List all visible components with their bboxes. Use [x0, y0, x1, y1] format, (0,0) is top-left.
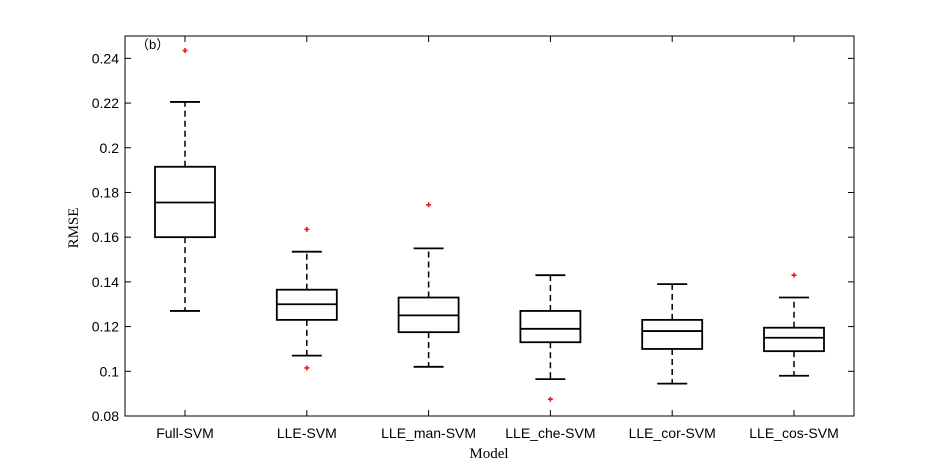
- y-axis-label: RMSE: [66, 208, 82, 249]
- y-tick-label: 0.16: [92, 229, 119, 245]
- plot-frame: [124, 35, 855, 417]
- x-axis-label: Model: [469, 446, 508, 462]
- y-tick-label: 0.24: [92, 50, 119, 66]
- x-tick-label: LLE_cor-SVM: [629, 425, 716, 441]
- boxes-layer: [154, 48, 825, 402]
- iqr-box: [519, 310, 582, 344]
- box-group-lle-man-svm: [397, 202, 460, 368]
- box-group-lle-cor-svm: [641, 283, 704, 385]
- y-tick-label: 0.1: [100, 363, 120, 379]
- x-tick-label: LLE_che-SVM: [505, 425, 595, 441]
- iqr-box: [763, 326, 825, 353]
- x-tick-label: LLE_cos-SVM: [749, 425, 838, 441]
- y-tick-label: 0.22: [92, 95, 119, 111]
- y-tick-label: 0.14: [92, 274, 119, 290]
- outlier-point: [547, 396, 553, 402]
- y-tick-label: 0.08: [92, 408, 119, 424]
- plot-border: [124, 35, 855, 417]
- panel-label: （b）: [136, 37, 169, 52]
- box-group-lle-che-svm: [519, 274, 582, 402]
- x-axis: Full-SVM LLE-SVM LLE_man-SVM LLE_che-SVM LLE…: [156, 36, 839, 441]
- x-tick-label: LLE-SVM: [277, 425, 337, 441]
- x-tick-label: Full-SVM: [156, 425, 214, 441]
- box-group-lle-svm: [275, 226, 338, 371]
- box-group-full-svm: [154, 48, 216, 312]
- y-axis: 0.08 0.1 0.12 0.14 0.16 0.18 0.2 0.22 0.24: [92, 50, 854, 424]
- y-tick-label: 0.12: [92, 319, 119, 335]
- outlier-point: [426, 202, 432, 208]
- iqr-box: [641, 318, 704, 350]
- outlier-point: [182, 48, 188, 54]
- x-tick-label: LLE_man-SVM: [381, 425, 476, 441]
- y-tick-label: 0.18: [92, 184, 119, 200]
- outlier-point: [304, 365, 310, 371]
- y-tick-label: 0.2: [100, 140, 120, 156]
- outlier-point: [791, 272, 797, 278]
- box-group-lle-cos-svm: [763, 272, 825, 377]
- outlier-point: [304, 226, 310, 232]
